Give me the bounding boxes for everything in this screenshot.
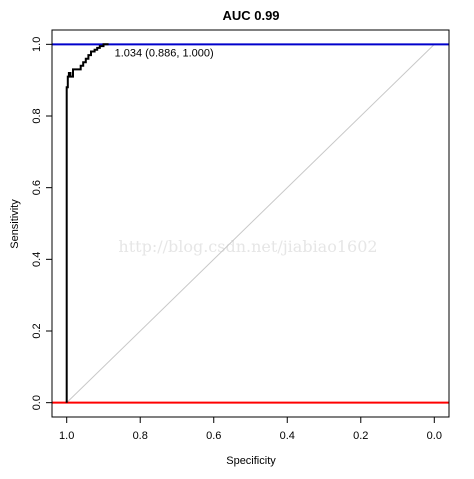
x-tick-label: 0.4 [280,430,295,442]
y-axis: 0.0 0.2 0.4 0.6 0.8 1.0 [31,37,53,410]
y-tick-label: 0.0 [31,395,43,410]
reference-lines [52,43,449,404]
x-tick-label: 0.6 [206,430,221,442]
x-tick-label: 1.0 [59,430,74,442]
x-axis: 1.0 0.8 0.6 0.4 0.2 0.0 [59,416,442,442]
y-axis-label: Sensitivity [9,199,21,249]
x-tick-label: 0.2 [353,430,368,442]
roc-curve [65,43,109,403]
y-tick-label: 0.8 [31,108,43,123]
y-tick-label: 0.4 [31,252,43,267]
watermark: http://blog.csdn.net/jiabiao1602 [118,237,377,256]
x-axis-label: Specificity [226,455,276,467]
chart-title: AUC 0.99 [222,8,279,23]
best-threshold-annotation: 1.034 (0.886, 1.000) [115,47,214,59]
diagonal-reference-line [66,43,435,404]
x-tick-label: 0.8 [133,430,148,442]
series-layer [65,43,109,403]
y-tick-label: 0.2 [31,323,43,338]
y-tick-label: 1.0 [31,37,43,52]
x-tick-label: 0.0 [427,430,442,442]
y-tick-label: 0.6 [31,180,43,195]
annotation-layer: 1.034 (0.886, 1.000) [115,47,214,59]
watermark-layer: http://blog.csdn.net/jiabiao1602 [118,237,377,256]
